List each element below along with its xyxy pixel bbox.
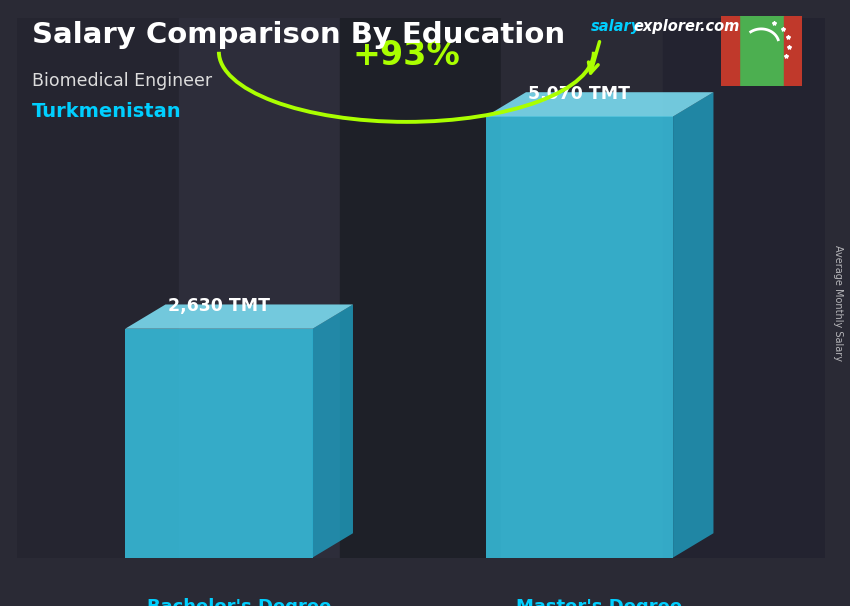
Text: 2,630 TMT: 2,630 TMT [167,298,269,315]
Polygon shape [125,328,313,558]
Polygon shape [673,92,713,558]
Text: salary: salary [591,19,641,35]
Text: explorer.com: explorer.com [633,19,740,35]
Text: 5,070 TMT: 5,070 TMT [529,85,631,103]
Text: Master's Degree: Master's Degree [517,598,683,606]
Polygon shape [485,92,713,116]
Bar [721,16,739,86]
Bar [502,18,663,558]
Bar [17,18,178,558]
Text: Average Monthly Salary: Average Monthly Salary [833,245,843,361]
Bar [178,18,340,558]
Text: Salary Comparison By Education: Salary Comparison By Education [32,21,565,49]
Text: Turkmenistan: Turkmenistan [32,102,182,121]
Bar [340,18,501,558]
Polygon shape [313,304,353,558]
Polygon shape [125,304,353,328]
Bar [784,16,802,86]
Text: Biomedical Engineer: Biomedical Engineer [32,72,212,90]
Bar [663,18,824,558]
Polygon shape [485,116,673,558]
Text: +93%: +93% [353,39,460,72]
Text: Bachelor's Degree: Bachelor's Degree [147,598,332,606]
